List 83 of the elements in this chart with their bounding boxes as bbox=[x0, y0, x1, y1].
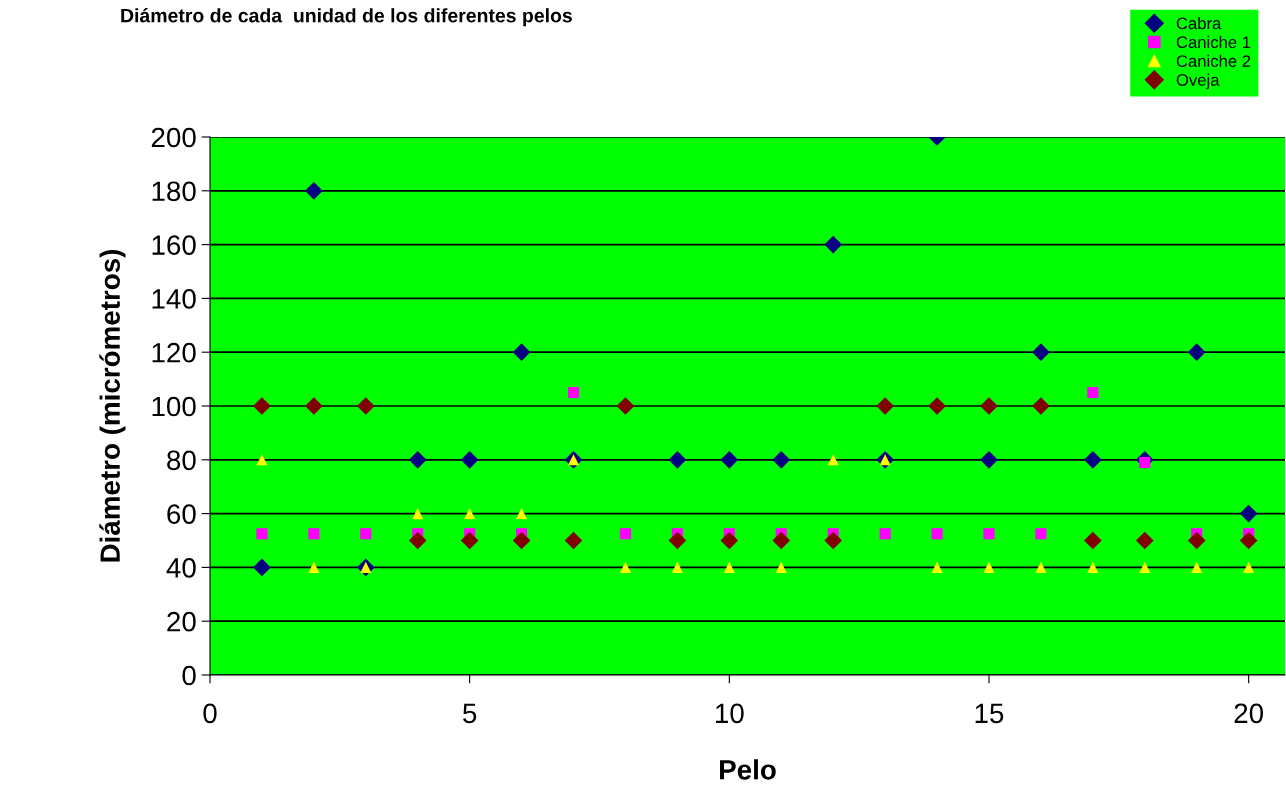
y-axis-title: Diámetro (micrómetros) bbox=[99, 249, 126, 562]
point bbox=[256, 454, 268, 466]
point bbox=[1191, 561, 1203, 573]
point bbox=[408, 531, 427, 550]
legend-label: Caniche 1 bbox=[1176, 35, 1251, 49]
point bbox=[1087, 561, 1099, 573]
point bbox=[1239, 504, 1258, 523]
y-tick-label: 180 bbox=[152, 181, 196, 202]
point bbox=[980, 397, 998, 415]
point bbox=[512, 531, 531, 550]
y-tick-label: 20 bbox=[167, 611, 196, 632]
point bbox=[564, 531, 583, 550]
legend-label: Oveja bbox=[1176, 73, 1220, 90]
point bbox=[772, 450, 791, 469]
point bbox=[876, 397, 894, 415]
y-tick-label: 160 bbox=[152, 235, 196, 255]
point bbox=[1032, 397, 1050, 415]
point bbox=[619, 561, 632, 573]
x-tick-label: 15 bbox=[975, 703, 1004, 724]
point bbox=[412, 508, 424, 520]
y-tick-label: 200 bbox=[151, 127, 196, 148]
x-tick-label: 5 bbox=[463, 703, 477, 724]
y-tick-label: 120 bbox=[152, 342, 196, 363]
point bbox=[408, 450, 427, 469]
point bbox=[1135, 531, 1154, 550]
point bbox=[983, 561, 995, 573]
x-axis-title: Pelo bbox=[720, 759, 776, 780]
point bbox=[983, 528, 995, 540]
point bbox=[512, 343, 531, 362]
point bbox=[879, 528, 891, 540]
point bbox=[824, 531, 843, 550]
point bbox=[516, 508, 528, 520]
y-tick-label: 0 bbox=[182, 665, 196, 686]
y-tick-label: 60 bbox=[167, 504, 196, 524]
point bbox=[305, 181, 323, 200]
point bbox=[464, 508, 476, 520]
y-tick-label: 40 bbox=[166, 558, 196, 578]
point bbox=[1035, 528, 1047, 540]
legend-label: Cabra bbox=[1176, 17, 1222, 30]
x-tick-label: 20 bbox=[1234, 703, 1264, 724]
legend-label: Caniche 2 bbox=[1176, 54, 1251, 67]
y-tick-label: 140 bbox=[152, 289, 196, 309]
point bbox=[1087, 386, 1099, 399]
point bbox=[928, 397, 946, 415]
point bbox=[256, 528, 268, 540]
point bbox=[775, 561, 787, 573]
point bbox=[360, 528, 372, 540]
y-tick-label: 80 bbox=[167, 450, 196, 471]
point bbox=[1243, 561, 1255, 573]
point bbox=[1139, 561, 1151, 573]
point bbox=[723, 561, 735, 573]
point bbox=[1187, 531, 1206, 550]
point bbox=[931, 561, 943, 573]
point bbox=[619, 528, 632, 540]
y-tick-label: 100 bbox=[152, 396, 196, 417]
point bbox=[720, 450, 739, 469]
point bbox=[668, 450, 687, 469]
point bbox=[567, 386, 580, 399]
point bbox=[253, 558, 271, 577]
point bbox=[253, 397, 271, 415]
point bbox=[460, 531, 479, 550]
point bbox=[671, 561, 683, 573]
point bbox=[824, 235, 843, 254]
point bbox=[1187, 343, 1206, 362]
point bbox=[356, 397, 375, 415]
point bbox=[980, 450, 998, 469]
point bbox=[720, 531, 739, 550]
point bbox=[1084, 450, 1102, 469]
point bbox=[1084, 531, 1102, 550]
x-tick-label: 10 bbox=[715, 703, 744, 724]
point bbox=[308, 528, 320, 540]
point bbox=[1035, 561, 1047, 573]
x-tick-label: 0 bbox=[203, 703, 217, 724]
point bbox=[668, 531, 687, 550]
point bbox=[460, 450, 479, 469]
point bbox=[1032, 343, 1050, 362]
point bbox=[1239, 531, 1258, 550]
point bbox=[772, 531, 791, 550]
point bbox=[305, 397, 323, 415]
point bbox=[308, 561, 320, 573]
chart-title: Diámetro de cada unidad de los diferentes pelos bbox=[121, 8, 572, 27]
point bbox=[931, 528, 943, 540]
point bbox=[616, 397, 635, 415]
